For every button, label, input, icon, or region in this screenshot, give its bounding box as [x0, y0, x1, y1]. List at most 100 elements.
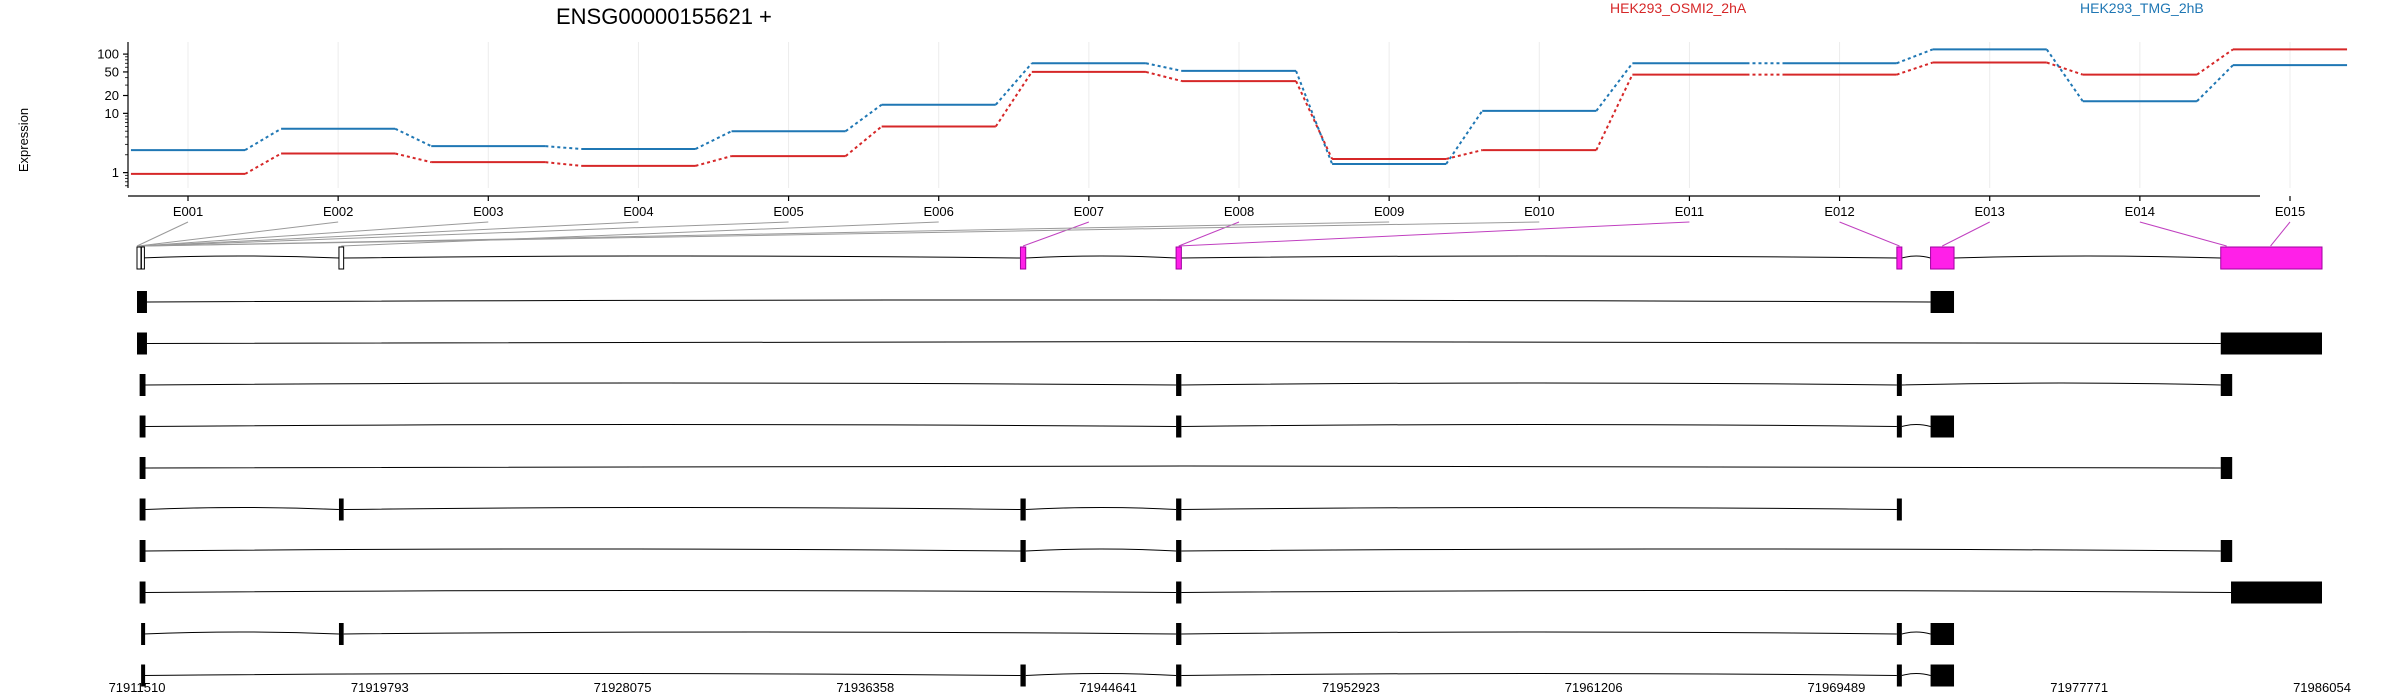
gene-exon-e008	[1175, 246, 1182, 270]
genomic-tick-label: 71986054	[2293, 680, 2351, 695]
series-0-link	[994, 71, 1033, 128]
genomic-tick-label: 71952923	[1322, 680, 1380, 695]
series-0-link	[1295, 80, 1333, 160]
transcript-exon	[1896, 664, 1902, 687]
x-tick-label-e015: E015	[2275, 204, 2305, 219]
transcript-tracks	[137, 291, 2322, 687]
legend-series-osmi2: HEK293_OSMI2_2hA	[1610, 0, 1747, 16]
transcript-intron	[145, 424, 1177, 427]
transcript-intron	[146, 299, 1931, 303]
gene-exon-e007	[1019, 246, 1027, 270]
transcript-exon	[1176, 623, 1182, 645]
legend-series-tmg: HEK293_TMG_2hB	[2080, 0, 2204, 16]
x-tick-label-e011: E011	[1675, 204, 1704, 219]
transcript-row	[137, 291, 1955, 313]
x-tick-label-e006: E006	[924, 204, 954, 219]
transcript-intron	[1181, 382, 1897, 386]
series-0-link	[394, 152, 432, 164]
series-0-link	[244, 152, 282, 175]
transcript-exon	[1176, 415, 1182, 438]
exon-connectors	[136, 221, 2291, 247]
transcript-exon	[2220, 332, 2322, 355]
series-1-link	[1896, 48, 1934, 65]
transcript-intron	[1181, 424, 1897, 427]
transcript-exon	[139, 498, 146, 521]
connector-e007	[1022, 221, 1090, 247]
series-1-link	[1445, 110, 1484, 165]
transcript-exon	[1930, 415, 1955, 438]
gene-exon-box	[140, 246, 145, 270]
transcript-exon	[2220, 457, 2233, 479]
connector-e008	[1178, 221, 1240, 247]
transcript-exon	[139, 415, 146, 438]
gene-intron	[343, 255, 1021, 259]
series-0-link	[545, 161, 582, 167]
gene-intron	[1025, 255, 1177, 259]
transcript-intron	[1901, 673, 1931, 676]
transcript-intron	[1181, 548, 2221, 552]
gene-intron	[1954, 255, 2221, 259]
series-1-link	[394, 127, 432, 148]
transcript-exon	[137, 291, 147, 313]
genomic-tick-label: 71936358	[836, 680, 894, 695]
transcript-row	[139, 457, 2233, 479]
transcript-exon	[1020, 664, 1026, 687]
genomic-tick-label: 71961206	[1565, 680, 1623, 695]
x-tick-label-e012: E012	[1824, 204, 1854, 219]
y-tick-label: 50	[105, 64, 119, 79]
gene-model-track	[136, 246, 2323, 270]
transcript-intron	[145, 382, 1177, 386]
genomic-tick-label: 71977771	[2050, 680, 2108, 695]
gene-intron	[1901, 255, 1931, 259]
x-tick-label-e007: E007	[1074, 204, 1104, 219]
transcript-exon	[2220, 540, 2233, 562]
connector-e002	[138, 221, 339, 247]
transcript-row	[139, 415, 1955, 438]
series-0-link	[844, 125, 883, 157]
transcript-exon	[1896, 415, 1902, 438]
series-1-link	[545, 145, 582, 151]
transcript-intron	[1025, 507, 1177, 510]
transcript-intron	[1025, 548, 1177, 552]
transcript-exon	[1176, 374, 1182, 396]
transcript-intron	[145, 465, 2221, 469]
x-tick-label-e014: E014	[2125, 204, 2155, 219]
transcript-exon	[1930, 664, 1955, 687]
series-1-link	[1145, 62, 1183, 72]
connector-e004	[141, 221, 639, 247]
transcript-row	[141, 623, 1955, 645]
series-1-link	[2045, 48, 2084, 102]
gene-exon-e002	[338, 246, 345, 270]
gene-intron	[1181, 255, 1897, 259]
transcript-exon	[1176, 498, 1182, 521]
genomic-tick-label: 71944641	[1079, 680, 1137, 695]
transcript-row	[139, 540, 2233, 562]
transcript-intron	[1181, 631, 1897, 635]
transcript-intron	[143, 631, 339, 635]
connector-e012	[1839, 221, 1900, 247]
gene-exon-e015	[2220, 246, 2323, 270]
plot-gridlines	[187, 42, 2291, 188]
transcript-exon	[1896, 623, 1902, 645]
transcript-exon	[1930, 291, 1955, 313]
genomic-tick-label: 71928075	[594, 680, 652, 695]
gene-exon-e012	[1896, 246, 1903, 270]
chart-title: ENSG00000155621 +	[556, 4, 772, 29]
plot-axes: 1 10 20 50 100 E001 E002 E003 E004 E005 E006 E007 E0…	[97, 42, 2305, 219]
series-1-link	[695, 130, 732, 150]
series-0-link	[1145, 70, 1183, 83]
gene-exon-e001	[136, 246, 142, 270]
transcript-row	[139, 581, 2322, 604]
series-1-link	[1595, 62, 1634, 112]
gene-intron	[140, 255, 339, 259]
gene-exon-e013	[1930, 246, 1955, 270]
x-tick-label-e005: E005	[773, 204, 803, 219]
connector-e013	[1942, 221, 1990, 247]
connector-e014	[2139, 221, 2227, 247]
x-tick-label-e013: E013	[1975, 204, 2005, 219]
connector-e006	[341, 221, 939, 247]
series-0-link	[2196, 48, 2234, 76]
genomic-axis: 71911510 71919793 71928075 71936358 71944641…	[109, 680, 2351, 695]
transcript-intron	[1901, 631, 1931, 635]
